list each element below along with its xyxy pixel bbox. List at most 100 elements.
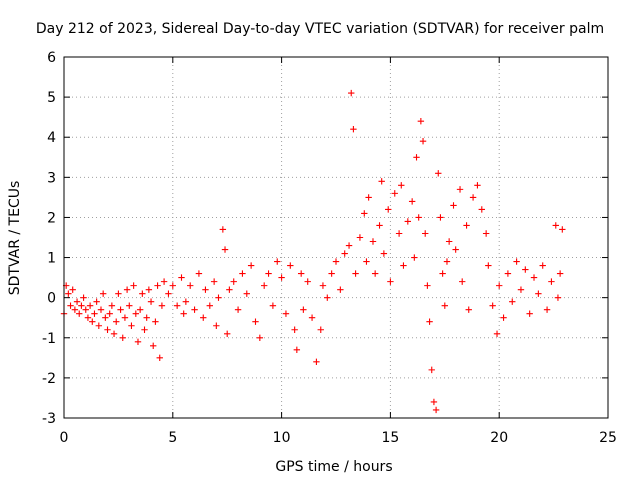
- data-point: [337, 286, 344, 293]
- data-point: [493, 330, 501, 337]
- data-point: [76, 310, 83, 317]
- data-point: [428, 366, 435, 374]
- data-point: [102, 314, 109, 321]
- data-point: [456, 186, 464, 193]
- data-point: [219, 226, 227, 233]
- data-point: [93, 298, 100, 305]
- data-point: [180, 310, 187, 317]
- x-tick-label: 15: [381, 430, 399, 446]
- data-point: [252, 318, 259, 325]
- y-tick-label: 4: [47, 130, 56, 146]
- data-point: [452, 246, 459, 253]
- data-point: [445, 238, 453, 245]
- data-point: [134, 338, 142, 345]
- data-point: [224, 330, 231, 337]
- data-point: [400, 262, 407, 269]
- data-point: [215, 294, 222, 301]
- data-point: [419, 138, 427, 145]
- data-point: [554, 294, 562, 301]
- chart-title: Day 212 of 2023, Sidereal Day-to-day VTE…: [36, 21, 604, 37]
- data-point: [117, 306, 124, 313]
- x-axis-label: GPS time / hours: [275, 459, 392, 475]
- data-point: [350, 126, 357, 133]
- data-point: [463, 222, 470, 229]
- y-tick-label: 5: [47, 90, 56, 106]
- data-point: [552, 222, 559, 229]
- data-point: [91, 310, 98, 317]
- data-point: [430, 398, 438, 406]
- data-point: [293, 346, 301, 354]
- data-point: [465, 306, 472, 313]
- data-point: [78, 302, 85, 309]
- data-point: [496, 282, 503, 289]
- y-tick-label: 3: [47, 170, 56, 186]
- data-point: [413, 154, 420, 161]
- data-points: [60, 89, 566, 414]
- data-point: [141, 326, 148, 333]
- data-point: [84, 314, 92, 321]
- y-tick-label: 2: [47, 210, 56, 226]
- data-point: [474, 182, 481, 189]
- data-point: [160, 278, 168, 285]
- data-point: [89, 318, 96, 325]
- data-point: [206, 302, 213, 309]
- data-point: [324, 294, 331, 301]
- data-point: [378, 178, 385, 185]
- data-point: [130, 282, 137, 289]
- x-tick-label: 5: [168, 430, 177, 446]
- data-point: [95, 322, 103, 329]
- data-point: [226, 286, 233, 293]
- data-point: [380, 250, 388, 257]
- data-point: [126, 302, 133, 309]
- data-point: [559, 226, 566, 233]
- data-point: [522, 266, 529, 273]
- data-point: [432, 406, 440, 414]
- data-point: [274, 258, 281, 265]
- data-point: [535, 290, 542, 297]
- data-point: [297, 270, 305, 277]
- data-point: [239, 270, 246, 277]
- data-point: [417, 117, 425, 125]
- data-point: [356, 234, 364, 241]
- data-point: [398, 182, 405, 189]
- data-point: [435, 170, 442, 177]
- data-point: [158, 302, 166, 309]
- data-point: [352, 270, 359, 277]
- data-point: [113, 318, 120, 325]
- data-point: [187, 282, 194, 289]
- y-tick-label: -3: [42, 411, 56, 427]
- data-point: [304, 278, 311, 285]
- data-point: [147, 298, 155, 305]
- data-point: [345, 242, 353, 249]
- data-point: [67, 302, 74, 309]
- data-point: [165, 290, 172, 297]
- data-point: [143, 314, 150, 321]
- y-axis-label: SDTVAR / TECUs: [7, 181, 23, 296]
- data-point: [526, 310, 533, 317]
- data-point: [97, 306, 105, 313]
- data-point: [348, 89, 355, 97]
- data-point: [243, 290, 250, 297]
- data-point: [256, 334, 264, 341]
- data-point: [415, 214, 422, 221]
- data-point: [210, 278, 218, 285]
- data-point: [202, 286, 209, 293]
- data-point: [543, 306, 551, 313]
- x-tick-label: 10: [273, 430, 291, 446]
- data-point: [65, 290, 72, 297]
- grid-lines: [64, 57, 608, 418]
- data-point: [265, 270, 272, 277]
- data-point: [317, 326, 324, 333]
- data-point: [408, 198, 416, 205]
- data-point: [376, 222, 383, 229]
- data-point: [341, 250, 348, 257]
- data-point: [121, 314, 129, 321]
- data-point: [71, 306, 79, 313]
- data-point: [132, 310, 140, 317]
- x-tick-label: 20: [490, 430, 508, 446]
- data-point: [213, 322, 220, 329]
- data-point: [426, 318, 433, 325]
- data-point: [478, 206, 485, 213]
- data-point: [110, 330, 118, 337]
